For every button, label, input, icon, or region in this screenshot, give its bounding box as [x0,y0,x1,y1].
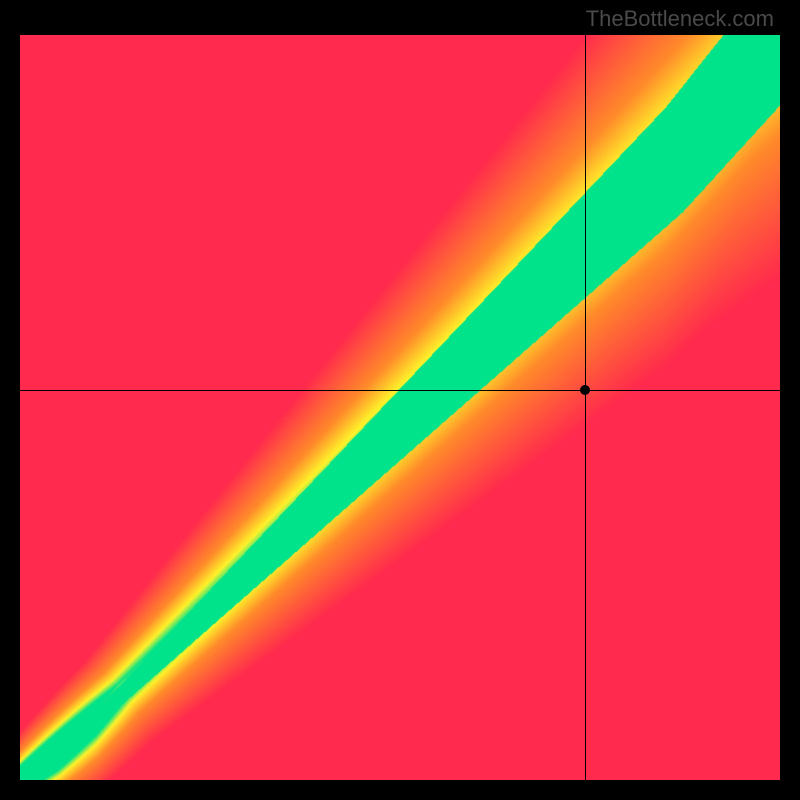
crosshair-vertical [585,35,586,780]
crosshair-marker [580,385,590,395]
heatmap-canvas [20,35,780,780]
plot-area [20,35,780,780]
chart-container: TheBottleneck.com [0,0,800,800]
crosshair-horizontal [20,390,780,391]
watermark-text: TheBottleneck.com [586,6,774,32]
